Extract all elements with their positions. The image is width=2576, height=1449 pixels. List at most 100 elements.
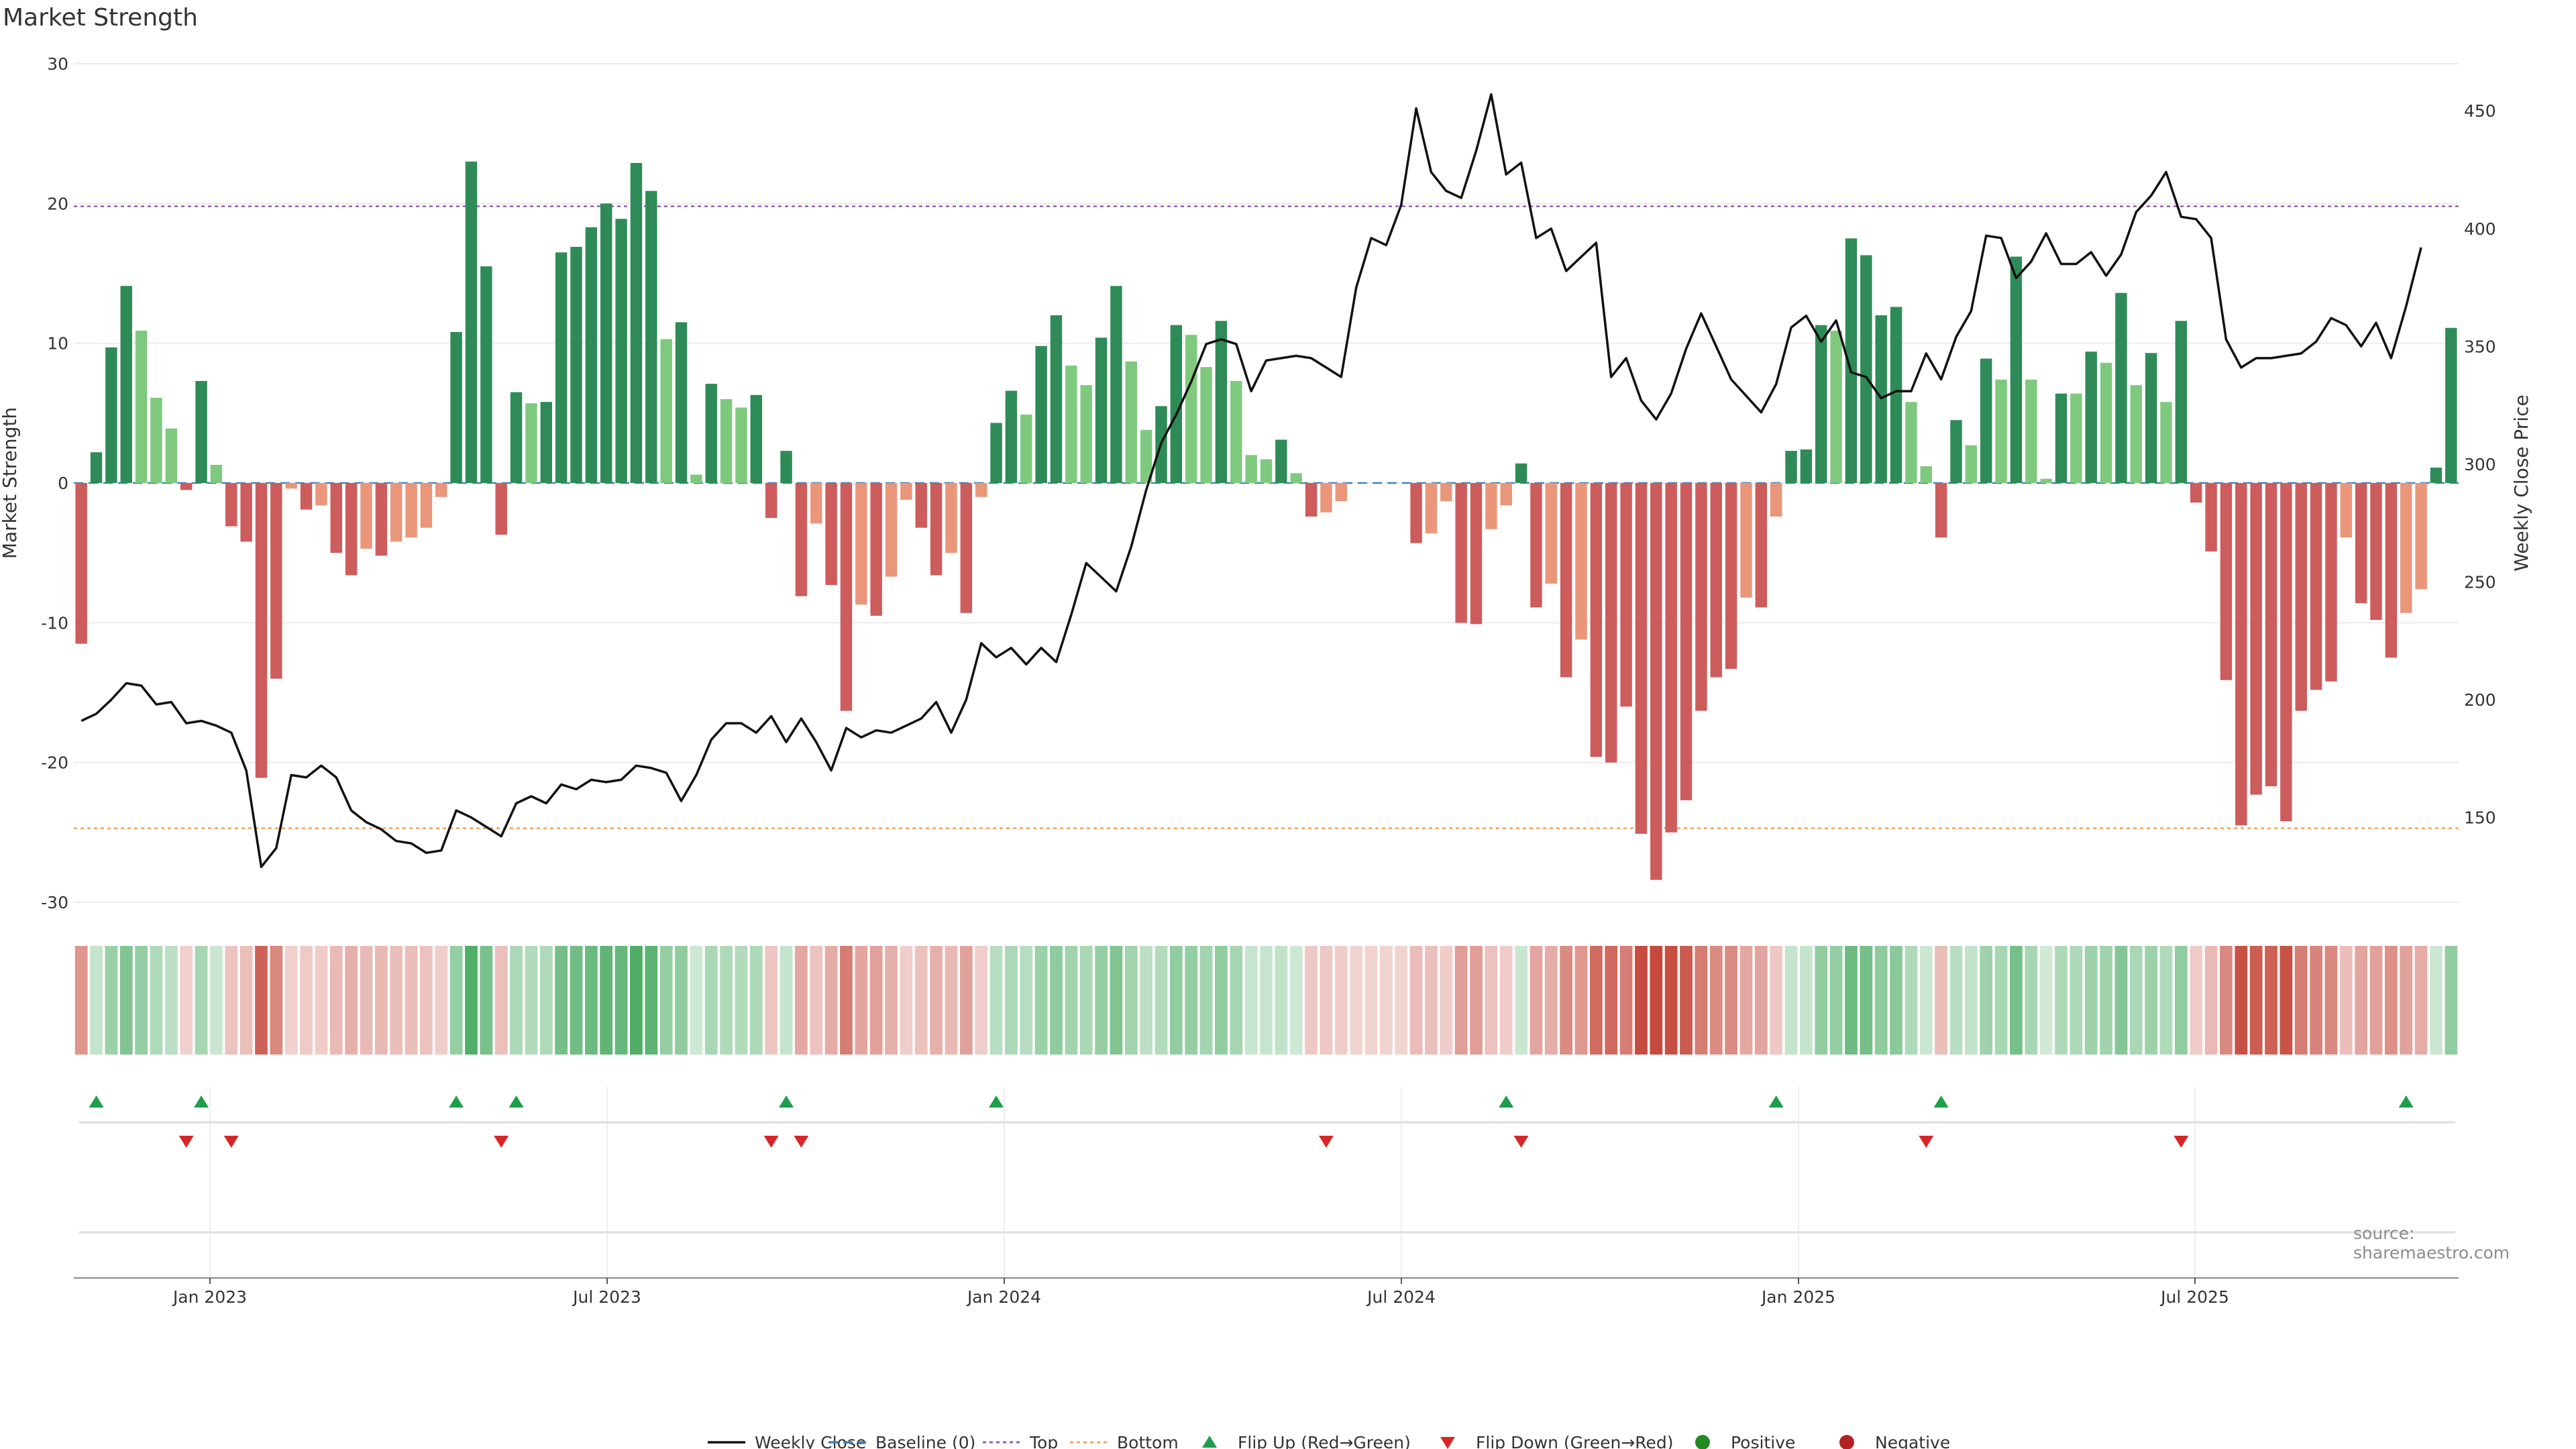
heat-cell	[1185, 946, 1198, 1055]
strength-bar	[165, 428, 178, 483]
strength-bar	[120, 286, 132, 483]
strength-bar	[1305, 483, 1318, 517]
strength-bar	[2025, 379, 2037, 483]
legend-swatch-negative	[1839, 1435, 1854, 1449]
heat-cell	[2145, 946, 2158, 1055]
right-tick-label: 200	[2464, 690, 2496, 710]
strength-bar	[780, 451, 792, 483]
strength-bar	[2265, 483, 2277, 787]
heat-cell	[480, 946, 493, 1055]
strength-bar	[1425, 483, 1438, 533]
heat-cell	[1709, 946, 1723, 1055]
legend-label: Negative	[1875, 1433, 1950, 1449]
heat-cell	[1199, 946, 1213, 1055]
strength-bar	[1335, 483, 1348, 502]
strength-bar	[300, 483, 313, 510]
heat-cell	[1739, 946, 1753, 1055]
heat-cell	[1964, 946, 1978, 1055]
strength-bar	[1050, 315, 1063, 483]
heat-cell	[1395, 946, 1408, 1055]
heat-cell	[945, 946, 958, 1055]
heat-cell	[1919, 946, 1933, 1055]
flip-down-marker	[1318, 1136, 1334, 1148]
heat-cell	[1784, 946, 1798, 1055]
heat-cell	[1230, 946, 1243, 1055]
strength-bar	[1185, 335, 1197, 483]
heat-cell	[704, 946, 718, 1055]
strength-bar	[660, 339, 672, 483]
strength-bar	[210, 464, 223, 483]
heat-cell	[1544, 946, 1558, 1055]
strength-bar	[735, 407, 747, 483]
strength-bar	[2190, 483, 2202, 503]
flip-up-marker	[89, 1095, 104, 1108]
heat-cell	[1379, 946, 1393, 1055]
right-tick-label: 350	[2464, 337, 2496, 356]
heat-cell	[300, 946, 313, 1055]
strength-bar	[1815, 325, 1827, 483]
heat-cell	[2114, 946, 2128, 1055]
strength-bar	[465, 161, 478, 484]
strength-bar	[1215, 321, 1228, 483]
strength-bar	[1830, 330, 1842, 483]
heat-cell	[2159, 946, 2173, 1055]
heat-cell	[329, 946, 343, 1055]
strength-bar	[1725, 483, 1737, 669]
heat-cell	[1935, 946, 1948, 1055]
legend-label: Baseline (0)	[875, 1433, 975, 1449]
strength-bar	[375, 483, 388, 556]
heat-cell	[2190, 946, 2203, 1055]
right-tick-label: 250	[2464, 572, 2496, 592]
flip-up-marker	[1933, 1095, 1949, 1108]
heat-cell	[2369, 946, 2383, 1055]
heat-cell	[1589, 946, 1603, 1055]
flip-up-marker	[449, 1095, 464, 1108]
strength-bar	[885, 483, 898, 577]
heat-cell	[1574, 946, 1588, 1055]
strength-bar	[825, 483, 837, 586]
heat-cell	[645, 946, 658, 1055]
strength-bar	[1260, 459, 1273, 483]
heat-cell	[1079, 946, 1093, 1055]
legend-swatch-positive	[1695, 1435, 1710, 1449]
heat-cell	[1034, 946, 1048, 1055]
strength-bar	[930, 483, 943, 576]
flip-up-marker	[194, 1095, 209, 1108]
strength-bar	[810, 483, 822, 524]
heat-cell	[195, 946, 208, 1055]
strength-bar	[1710, 483, 1722, 678]
strength-bar	[975, 483, 987, 497]
strength-bar	[525, 403, 537, 483]
heat-cell	[735, 946, 748, 1055]
strength-bar	[420, 483, 433, 528]
strength-bar	[1965, 445, 1978, 483]
strength-bar	[870, 483, 882, 616]
heat-cell	[1664, 946, 1678, 1055]
strength-bar	[1905, 402, 1917, 483]
flip-down-marker	[1919, 1136, 1934, 1148]
heat-cell	[900, 946, 913, 1055]
chart-title: Market Strength	[3, 4, 198, 32]
heat-cell	[584, 946, 598, 1055]
strength-bar	[750, 394, 763, 483]
strength-bar	[1485, 483, 1497, 529]
heat-cell	[1169, 946, 1183, 1055]
x-tick-label: Jan 2024	[966, 1287, 1041, 1307]
heat-cell	[135, 946, 148, 1055]
strength-bar	[345, 483, 358, 576]
strength-bar	[2355, 483, 2367, 604]
strength-bar	[315, 483, 327, 506]
heat-cell	[2235, 946, 2248, 1055]
strength-bar	[1515, 463, 1527, 483]
strength-bar	[1680, 483, 1693, 800]
strength-bar	[840, 483, 853, 711]
heat-cell	[1305, 946, 1318, 1055]
strength-bar	[1095, 337, 1108, 483]
heat-cell	[675, 946, 688, 1055]
flip-up-marker	[779, 1095, 794, 1108]
strength-bar	[630, 162, 643, 483]
strength-bar	[900, 483, 912, 500]
strength-bar	[2325, 483, 2337, 682]
heat-cell	[1095, 946, 1108, 1055]
